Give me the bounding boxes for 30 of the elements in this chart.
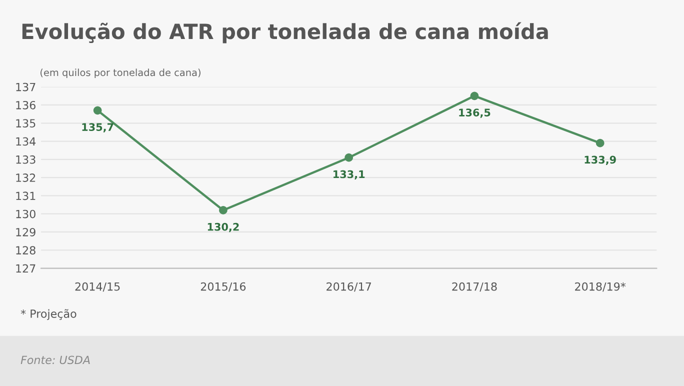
y-tick-label: 137 (16, 82, 36, 92)
y-tick-label: 134 (16, 137, 36, 146)
x-tick-label: 2016/17 (326, 282, 371, 292)
point (344, 153, 354, 162)
point (93, 106, 102, 115)
y-tick-label: 132 (16, 174, 36, 182)
point (470, 92, 479, 100)
y-tick-label: 135 (16, 119, 36, 128)
y-tick-label: 130 (16, 210, 36, 218)
data-label: 133,1 (334, 170, 365, 180)
y-tick-label: 127 (16, 264, 36, 272)
y-axis-title: (em quilos por tonelada de cana) (40, 68, 200, 78)
data-label: 130,2 (208, 222, 239, 232)
source-note: Fonte: USDA (20, 356, 90, 364)
data-label: 133,9 (584, 156, 616, 165)
x-tick-label: 2014/15 (75, 282, 120, 292)
point (596, 138, 604, 148)
point (219, 206, 228, 214)
y-tick-label: 129 (16, 228, 36, 236)
chart-title: Evolução do ATR por tonelada de cana moída (22, 22, 548, 44)
text: * Projeção (20, 309, 76, 320)
y-tick-label: 136 (16, 100, 36, 110)
data-label: 135,7 (82, 123, 114, 132)
y-tick-label: 128 (16, 246, 36, 255)
x-tick-label: 2017/18 (452, 282, 497, 292)
x-tick-label: 2015/16 (200, 282, 246, 292)
data-label: 136,5 (459, 108, 490, 118)
x-tick-label: 2018/19* (575, 282, 626, 292)
y-tick-label: 131 (16, 192, 36, 200)
y-tick-label: 133 (16, 155, 36, 164)
